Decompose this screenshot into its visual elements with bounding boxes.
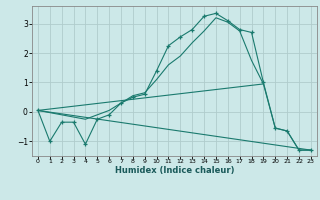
X-axis label: Humidex (Indice chaleur): Humidex (Indice chaleur): [115, 166, 234, 175]
